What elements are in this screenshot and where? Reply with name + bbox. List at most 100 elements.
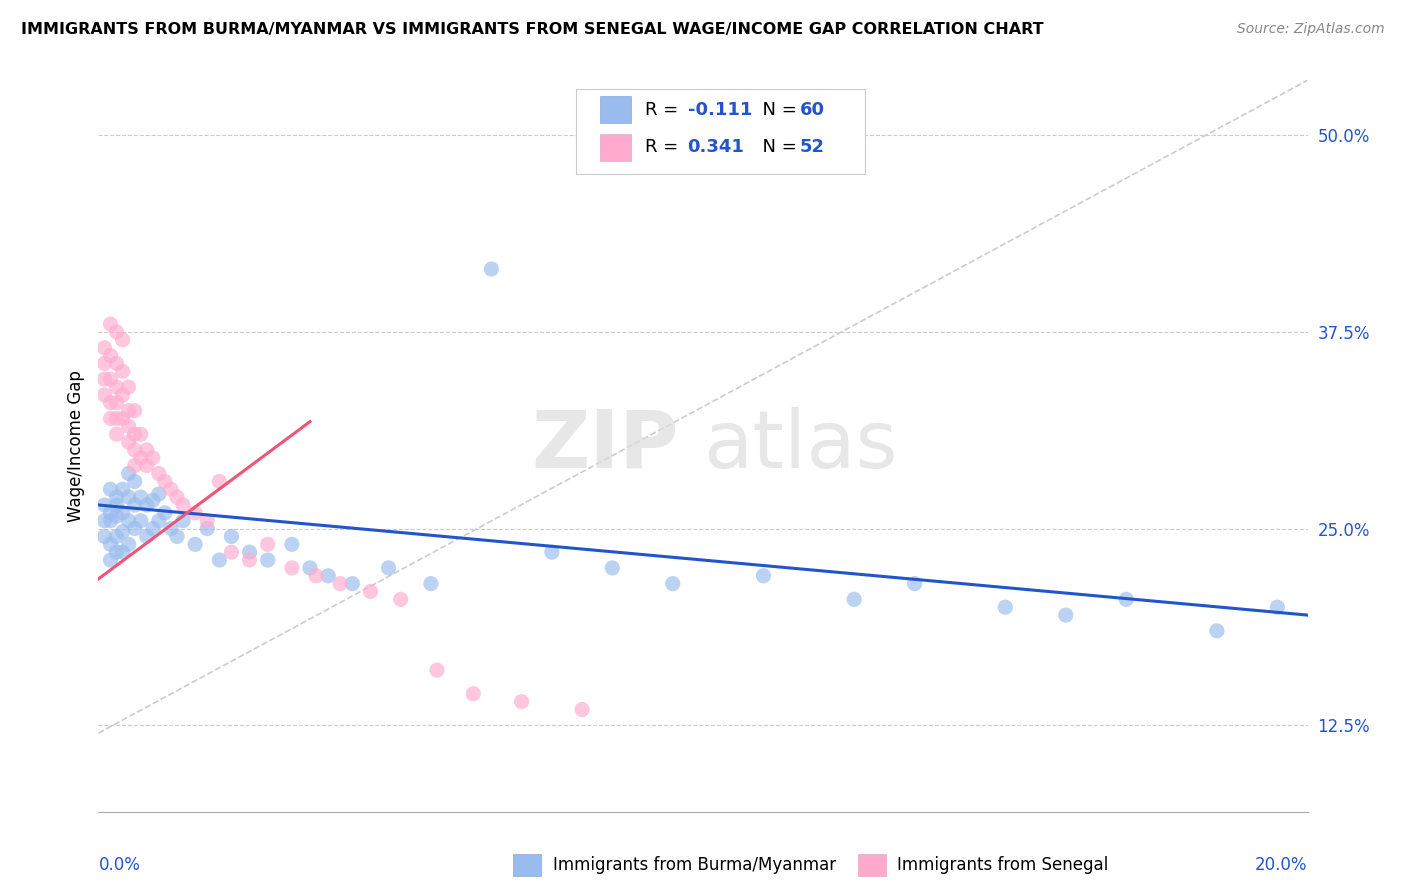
Point <box>148 514 170 528</box>
Point <box>342 576 364 591</box>
Point <box>316 568 339 582</box>
Point <box>129 427 152 442</box>
Point <box>105 529 128 543</box>
Point <box>124 403 146 417</box>
Text: R =: R = <box>645 138 685 156</box>
Point <box>256 553 278 567</box>
Point <box>135 498 157 512</box>
Point <box>135 442 157 457</box>
Point <box>124 475 146 489</box>
Point <box>195 514 218 528</box>
Point <box>118 490 141 504</box>
Text: ZIP: ZIP <box>531 407 679 485</box>
Point <box>299 561 322 575</box>
Point <box>142 493 165 508</box>
Point <box>184 537 207 551</box>
Point <box>540 545 562 559</box>
Point <box>111 545 134 559</box>
Point <box>100 411 122 425</box>
Point <box>93 372 115 386</box>
Point <box>153 475 176 489</box>
Point <box>111 482 134 496</box>
Point <box>172 514 194 528</box>
Point <box>166 490 188 504</box>
Point <box>100 537 122 551</box>
Text: Source: ZipAtlas.com: Source: ZipAtlas.com <box>1237 22 1385 37</box>
Point <box>111 333 134 347</box>
Text: 0.341: 0.341 <box>688 138 744 156</box>
Point <box>135 529 157 543</box>
Point <box>129 450 152 465</box>
Point <box>281 537 304 551</box>
Point <box>100 514 122 528</box>
Point <box>195 522 218 536</box>
Point <box>118 403 141 417</box>
Point <box>105 498 128 512</box>
Point <box>160 482 183 496</box>
Point <box>124 442 146 457</box>
Point <box>118 380 141 394</box>
Y-axis label: Wage/Income Gap: Wage/Income Gap <box>66 370 84 522</box>
Point <box>426 663 449 677</box>
Text: 20.0%: 20.0% <box>1256 855 1308 873</box>
Point <box>208 475 231 489</box>
Point <box>329 576 352 591</box>
Point <box>124 522 146 536</box>
Point <box>105 490 128 504</box>
Point <box>93 498 115 512</box>
Point <box>148 487 170 501</box>
Point <box>571 702 593 716</box>
Point <box>100 396 122 410</box>
Point <box>844 592 866 607</box>
Point <box>904 576 927 591</box>
Point <box>105 545 128 559</box>
Point <box>239 545 262 559</box>
Point <box>221 529 243 543</box>
Point <box>148 467 170 481</box>
Point <box>239 553 262 567</box>
Point <box>100 553 122 567</box>
Point <box>100 482 122 496</box>
Point <box>752 568 775 582</box>
Point <box>111 364 134 378</box>
Text: atlas: atlas <box>703 407 897 485</box>
Point <box>1206 624 1229 638</box>
Point <box>153 506 176 520</box>
Point <box>389 592 412 607</box>
Point <box>100 372 122 386</box>
Point <box>463 687 485 701</box>
Point <box>100 349 122 363</box>
Point <box>118 514 141 528</box>
Point <box>661 576 683 591</box>
Point <box>256 537 278 551</box>
Point <box>124 458 146 473</box>
Point <box>124 498 146 512</box>
Point <box>105 427 128 442</box>
Point <box>105 356 128 370</box>
Point <box>166 529 188 543</box>
Point <box>118 419 141 434</box>
Text: N =: N = <box>751 101 803 119</box>
Point <box>111 411 134 425</box>
Point <box>221 545 243 559</box>
Point <box>129 490 152 504</box>
Point <box>135 458 157 473</box>
Point <box>124 427 146 442</box>
Point <box>172 498 194 512</box>
Point <box>1054 608 1077 623</box>
Text: N =: N = <box>751 138 803 156</box>
Point <box>208 553 231 567</box>
Point <box>93 356 115 370</box>
Point <box>105 508 128 523</box>
Point <box>93 341 115 355</box>
Text: 52: 52 <box>800 138 825 156</box>
Point <box>142 450 165 465</box>
Point <box>118 467 141 481</box>
Point <box>93 529 115 543</box>
Point <box>129 514 152 528</box>
Text: 60: 60 <box>800 101 825 119</box>
Point <box>184 506 207 520</box>
Point <box>118 537 141 551</box>
Point <box>994 600 1017 615</box>
Point <box>105 396 128 410</box>
